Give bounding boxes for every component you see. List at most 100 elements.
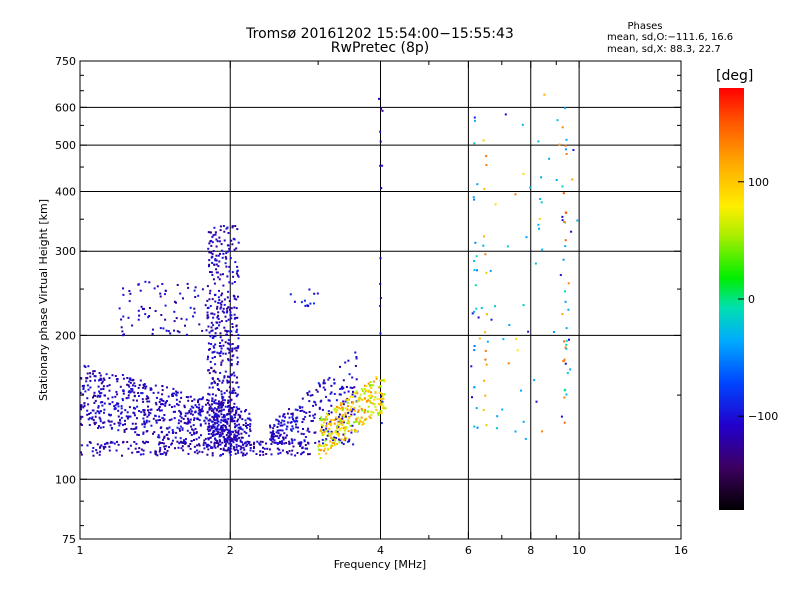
data-point (281, 441, 284, 444)
data-point (246, 440, 249, 443)
data-point (339, 393, 342, 396)
data-point (485, 155, 488, 158)
data-point (176, 284, 179, 286)
data-point (143, 423, 146, 426)
data-point (206, 311, 209, 314)
data-point (228, 300, 231, 302)
data-point (374, 390, 377, 393)
data-point (221, 416, 224, 419)
data-point (161, 385, 164, 388)
data-point (237, 444, 240, 447)
data-point (360, 393, 362, 396)
data-point (98, 412, 101, 415)
data-point (196, 417, 199, 420)
data-point (307, 453, 309, 456)
data-point (336, 421, 339, 424)
data-point (344, 407, 347, 410)
data-point (227, 306, 230, 309)
data-point (148, 400, 151, 403)
data-point (155, 421, 158, 424)
data-point (98, 425, 100, 428)
data-point (111, 396, 114, 399)
data-point (207, 355, 209, 358)
data-point (237, 449, 239, 452)
data-point (222, 416, 225, 418)
data-point (221, 430, 224, 433)
data-point (213, 401, 216, 404)
data-point (173, 417, 176, 420)
data-point (371, 402, 374, 405)
data-point (156, 409, 159, 411)
data-point (276, 447, 279, 450)
data-point (214, 259, 217, 262)
data-point (137, 318, 140, 321)
data-point (313, 302, 315, 305)
data-point (93, 394, 95, 397)
data-point (353, 409, 356, 412)
data-point (224, 315, 227, 318)
data-point (474, 241, 477, 244)
data-point (143, 425, 146, 428)
data-point (228, 438, 231, 441)
data-point (122, 334, 124, 337)
x-tick-label: 8 (527, 544, 534, 557)
data-point (222, 284, 225, 287)
data-point (99, 392, 102, 395)
data-point (170, 418, 173, 421)
data-point (104, 446, 107, 449)
data-point (103, 378, 106, 381)
data-point (129, 378, 132, 381)
data-point (214, 407, 216, 410)
data-point (373, 403, 376, 406)
data-point (249, 447, 252, 449)
data-point (363, 392, 366, 395)
data-point (241, 441, 243, 444)
data-point (214, 363, 217, 366)
data-point (233, 413, 236, 416)
data-point (83, 364, 86, 367)
data-point (320, 428, 323, 431)
data-point (148, 315, 151, 317)
data-point (198, 444, 201, 447)
data-point (124, 423, 126, 426)
data-point (222, 307, 225, 310)
data-point (214, 394, 217, 397)
data-point (560, 415, 563, 418)
data-point (277, 437, 280, 439)
data-point (262, 453, 265, 456)
data-point (565, 393, 568, 396)
data-point (220, 409, 223, 412)
data-point (290, 412, 293, 415)
data-point (190, 410, 193, 413)
data-point (333, 422, 336, 425)
data-point (335, 399, 338, 402)
data-point (473, 116, 476, 119)
data-point (235, 438, 238, 441)
data-point (177, 404, 180, 407)
data-point (229, 330, 232, 333)
data-point (231, 347, 234, 350)
data-point (213, 356, 216, 358)
data-point (566, 372, 569, 375)
data-point (372, 411, 375, 414)
data-point (324, 447, 327, 450)
data-point (336, 427, 339, 430)
data-point (233, 446, 236, 449)
data-point (209, 231, 212, 234)
data-point (89, 379, 92, 382)
data-point (228, 351, 231, 354)
data-point (142, 383, 145, 386)
data-point (146, 430, 149, 432)
data-point (333, 393, 336, 395)
data-point (227, 358, 230, 361)
data-point (182, 441, 185, 444)
data-point (204, 422, 207, 425)
data-point (207, 419, 210, 422)
data-point (359, 420, 362, 423)
data-point (212, 416, 215, 419)
data-point (357, 411, 360, 413)
data-point (106, 442, 109, 445)
data-point (234, 316, 237, 319)
data-point (370, 413, 373, 416)
y-tick-label: 100 (55, 473, 76, 486)
